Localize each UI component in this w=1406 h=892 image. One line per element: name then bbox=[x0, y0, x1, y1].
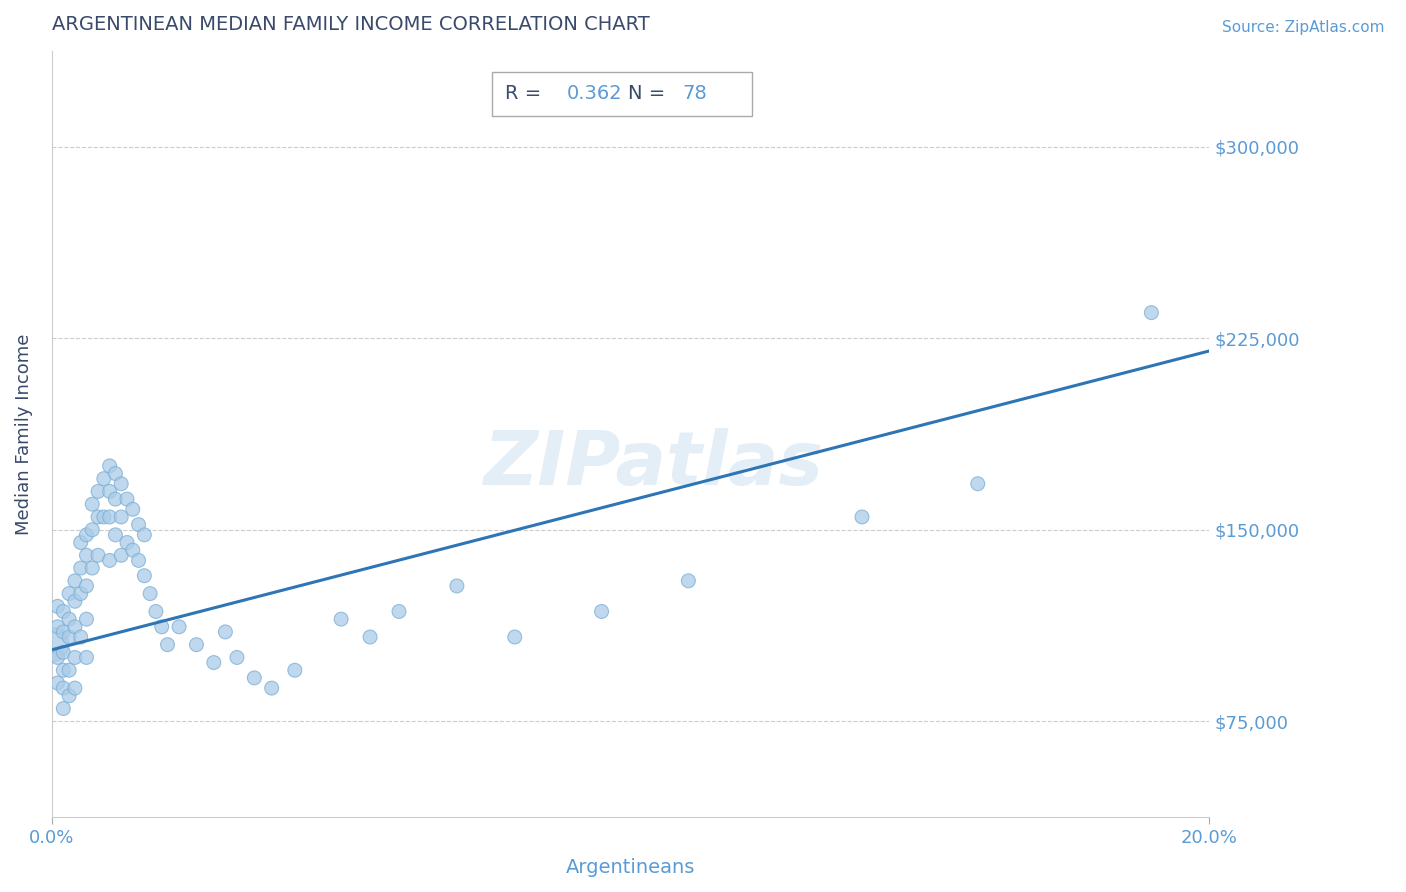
Text: 0.362: 0.362 bbox=[567, 84, 623, 103]
Point bbox=[63, 681, 86, 695]
Point bbox=[678, 574, 700, 588]
Point bbox=[76, 579, 98, 593]
Point bbox=[52, 645, 75, 659]
Point bbox=[82, 497, 104, 511]
Point bbox=[63, 650, 86, 665]
Point bbox=[69, 561, 91, 575]
Point bbox=[104, 492, 127, 507]
Text: Source: ZipAtlas.com: Source: ZipAtlas.com bbox=[1222, 20, 1385, 35]
Point bbox=[46, 650, 69, 665]
Point bbox=[63, 574, 86, 588]
Point bbox=[966, 476, 988, 491]
Point bbox=[150, 620, 173, 634]
Point bbox=[128, 517, 150, 532]
Point bbox=[52, 663, 75, 677]
Point bbox=[226, 650, 249, 665]
Point bbox=[93, 472, 115, 486]
Y-axis label: Median Family Income: Median Family Income bbox=[15, 334, 32, 534]
Point bbox=[156, 638, 179, 652]
Point bbox=[87, 549, 110, 563]
Point bbox=[58, 630, 80, 644]
Text: R =: R = bbox=[506, 84, 548, 103]
FancyBboxPatch shape bbox=[492, 71, 752, 116]
Point bbox=[63, 620, 86, 634]
Point bbox=[69, 535, 91, 549]
Point bbox=[359, 630, 381, 644]
Point bbox=[46, 599, 69, 614]
Point bbox=[98, 510, 121, 524]
Point bbox=[46, 620, 69, 634]
Point bbox=[110, 476, 132, 491]
Text: N =: N = bbox=[628, 84, 672, 103]
Point bbox=[202, 656, 225, 670]
Point bbox=[76, 650, 98, 665]
Text: ZIPatlas: ZIPatlas bbox=[484, 428, 824, 501]
Point bbox=[82, 523, 104, 537]
Point bbox=[58, 663, 80, 677]
Point bbox=[98, 553, 121, 567]
Text: 78: 78 bbox=[682, 84, 707, 103]
Point bbox=[76, 612, 98, 626]
Point bbox=[1140, 305, 1163, 319]
Point bbox=[446, 579, 468, 593]
Point bbox=[46, 676, 69, 690]
Point bbox=[591, 605, 613, 619]
Point bbox=[76, 528, 98, 542]
Point bbox=[139, 586, 162, 600]
Point bbox=[167, 620, 190, 634]
Text: ARGENTINEAN MEDIAN FAMILY INCOME CORRELATION CHART: ARGENTINEAN MEDIAN FAMILY INCOME CORRELA… bbox=[52, 15, 650, 34]
Point bbox=[134, 568, 156, 582]
Point bbox=[104, 528, 127, 542]
Point bbox=[98, 484, 121, 499]
Point bbox=[87, 510, 110, 524]
Point bbox=[69, 630, 91, 644]
Point bbox=[104, 467, 127, 481]
Point bbox=[284, 663, 307, 677]
Point bbox=[330, 612, 353, 626]
Point bbox=[58, 689, 80, 703]
Point bbox=[214, 624, 236, 639]
Point bbox=[243, 671, 266, 685]
Point bbox=[128, 553, 150, 567]
Point bbox=[93, 510, 115, 524]
Point bbox=[98, 458, 121, 473]
Point bbox=[121, 543, 143, 558]
Point bbox=[110, 549, 132, 563]
Point bbox=[115, 535, 138, 549]
Point bbox=[145, 605, 167, 619]
Point bbox=[76, 549, 98, 563]
Point bbox=[52, 701, 75, 715]
Point bbox=[87, 484, 110, 499]
Point bbox=[58, 586, 80, 600]
Point bbox=[260, 681, 283, 695]
Point bbox=[41, 638, 63, 652]
Point bbox=[134, 528, 156, 542]
Point bbox=[121, 502, 143, 516]
Point bbox=[115, 492, 138, 507]
Point bbox=[58, 612, 80, 626]
Point bbox=[52, 624, 75, 639]
Point bbox=[82, 561, 104, 575]
Point bbox=[52, 605, 75, 619]
Point bbox=[503, 630, 526, 644]
Point bbox=[69, 586, 91, 600]
Point bbox=[110, 510, 132, 524]
Point bbox=[52, 681, 75, 695]
Point bbox=[388, 605, 411, 619]
Point bbox=[851, 510, 873, 524]
Point bbox=[186, 638, 208, 652]
Point bbox=[63, 594, 86, 608]
X-axis label: Argentineans: Argentineans bbox=[565, 858, 695, 877]
